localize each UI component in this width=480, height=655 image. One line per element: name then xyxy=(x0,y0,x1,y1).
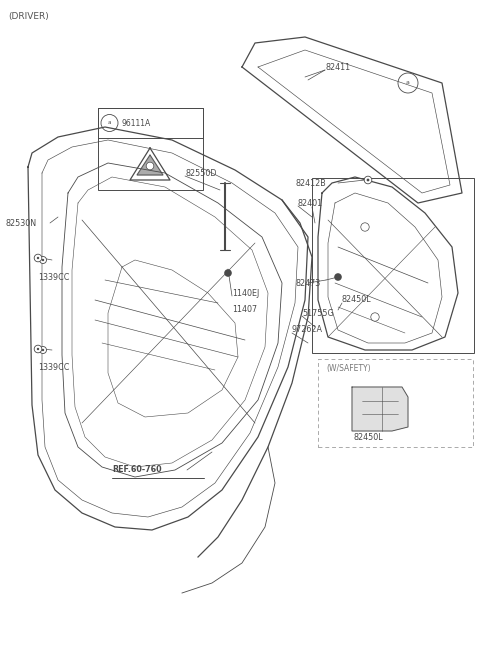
Circle shape xyxy=(42,259,44,261)
Text: 97262A: 97262A xyxy=(292,326,323,335)
Text: (W/SAFETY): (W/SAFETY) xyxy=(326,364,371,373)
Circle shape xyxy=(367,179,370,181)
Text: 82401: 82401 xyxy=(298,198,323,208)
Text: 82450L: 82450L xyxy=(353,432,383,441)
Text: 96111A: 96111A xyxy=(122,119,151,128)
Circle shape xyxy=(34,254,42,262)
Circle shape xyxy=(34,345,42,353)
Text: 82412B: 82412B xyxy=(295,179,326,187)
Circle shape xyxy=(37,348,39,350)
Text: 82411: 82411 xyxy=(325,62,350,71)
Text: 1339CC: 1339CC xyxy=(38,362,70,371)
Bar xyxy=(312,178,474,353)
Text: a: a xyxy=(406,81,410,86)
Bar xyxy=(98,108,203,138)
Text: 11407: 11407 xyxy=(232,305,257,314)
Bar xyxy=(98,108,203,190)
Circle shape xyxy=(39,346,47,354)
Text: (DRIVER): (DRIVER) xyxy=(8,12,49,22)
Text: 82550D: 82550D xyxy=(185,168,216,178)
Circle shape xyxy=(42,349,44,351)
Text: 82450L: 82450L xyxy=(342,295,372,305)
Circle shape xyxy=(371,313,379,321)
Circle shape xyxy=(361,223,369,231)
Polygon shape xyxy=(137,155,163,175)
Circle shape xyxy=(37,257,39,259)
Text: 82473: 82473 xyxy=(295,278,320,288)
Circle shape xyxy=(364,176,372,184)
Bar xyxy=(318,359,473,447)
Text: a: a xyxy=(108,121,111,126)
Text: REF.60-760: REF.60-760 xyxy=(112,466,162,474)
Text: 82530N: 82530N xyxy=(5,219,36,227)
Circle shape xyxy=(39,257,47,263)
Text: 1339CC: 1339CC xyxy=(38,272,70,282)
Text: 1140EJ: 1140EJ xyxy=(232,288,259,297)
Text: 51755G: 51755G xyxy=(302,309,334,318)
Polygon shape xyxy=(352,387,408,431)
Circle shape xyxy=(224,269,232,277)
Circle shape xyxy=(334,273,342,281)
Circle shape xyxy=(146,162,154,170)
